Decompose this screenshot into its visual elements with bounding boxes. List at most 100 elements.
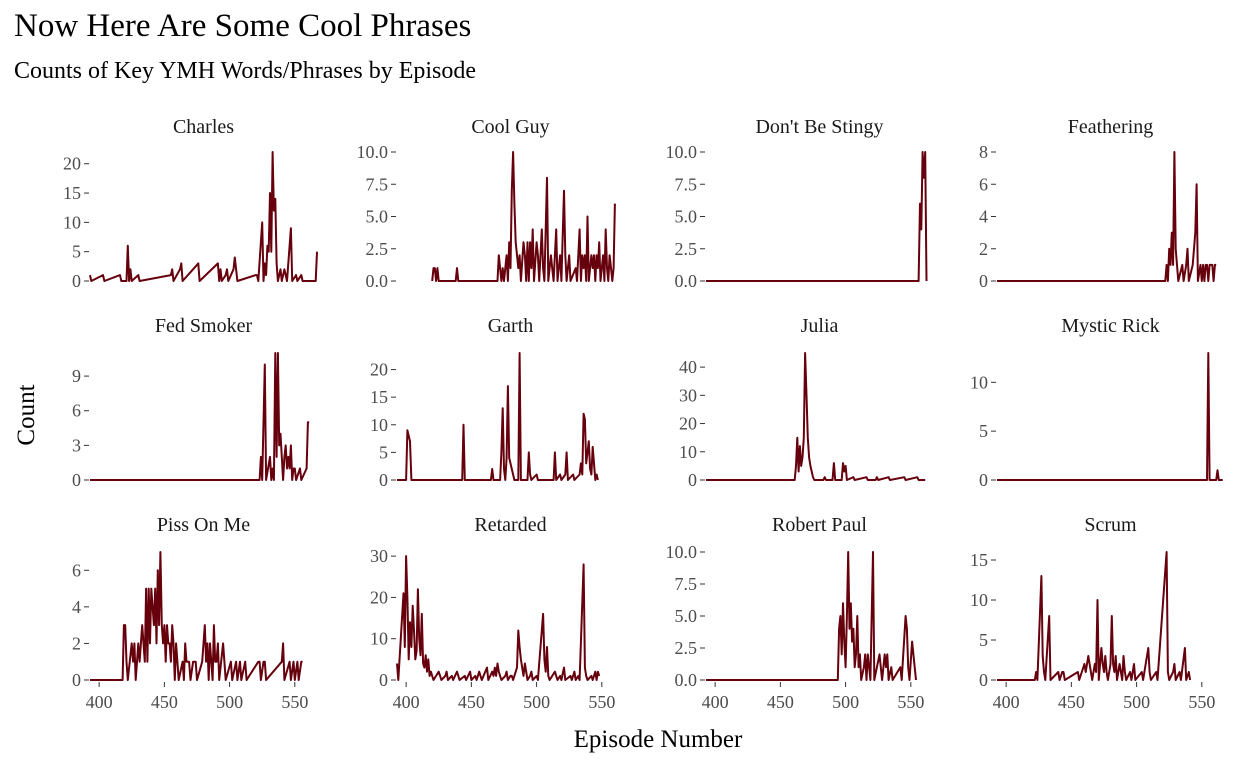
series-line-piss-on-me (90, 551, 303, 681)
x-tick-label-retarded: 400 (393, 692, 420, 712)
x-tick-label-retarded: 550 (588, 692, 615, 712)
facet-title-retarded: Retarded (474, 514, 546, 536)
y-tick-label-cool-guy: 5.0 (366, 207, 389, 227)
x-tick-label-piss-on-me: 400 (86, 692, 113, 712)
series-line-don-t-be-stingy (706, 151, 928, 282)
y-tick-label-feathering: 6 (979, 174, 988, 194)
x-tick-label-scrum: 400 (993, 692, 1020, 712)
y-tick-label-retarded: 20 (370, 587, 388, 607)
series-line-garth (397, 352, 599, 481)
y-tick-label-charles: 10 (63, 212, 81, 232)
facet-title-mystic-rick: Mystic Rick (1061, 315, 1159, 337)
y-tick-label-garth: 20 (370, 360, 388, 380)
series-line-mystic-rick (997, 352, 1223, 481)
series-line-charles (89, 151, 318, 282)
y-tick-label-retarded: 30 (370, 546, 388, 566)
y-tick-label-julia: 10 (679, 442, 697, 462)
y-tick-label-mystic-rick: 0 (979, 470, 988, 490)
y-tick-label-feathering: 4 (979, 207, 988, 227)
series-line-fed-smoker (90, 352, 310, 481)
y-tick-label-garth: 10 (370, 415, 388, 435)
x-tick-label-scrum: 500 (1123, 692, 1150, 712)
y-tick-label-mystic-rick: 10 (970, 372, 988, 392)
x-tick-label-retarded: 500 (523, 692, 550, 712)
series-line-scrum (997, 551, 1192, 681)
facet-title-piss-on-me: Piss On Me (157, 514, 250, 536)
y-tick-label-julia: 0 (688, 470, 697, 490)
x-tick-label-robert-paul: 500 (832, 692, 859, 712)
y-tick-label-fed-smoker: 0 (72, 470, 81, 490)
facet-title-feathering: Feathering (1068, 116, 1154, 138)
y-tick-label-robert-paul: 5.0 (675, 606, 698, 626)
y-tick-label-mystic-rick: 5 (979, 421, 988, 441)
x-tick-label-retarded: 450 (458, 692, 485, 712)
y-tick-label-scrum: 15 (970, 550, 988, 570)
y-tick-label-julia: 20 (679, 414, 697, 434)
y-tick-label-charles: 20 (63, 154, 81, 174)
series-line-julia (706, 352, 926, 481)
y-tick-label-fed-smoker: 9 (72, 366, 81, 386)
facet-piss-on-me: Piss On Me 0 2 4 6 400 450 500 550 (72, 514, 308, 712)
x-tick-label-robert-paul: 400 (702, 692, 729, 712)
y-tick-label-piss-on-me: 2 (72, 633, 81, 653)
facet-charles: Charles 0 5 10 15 20 (63, 116, 318, 291)
y-tick-label-charles: 15 (63, 183, 81, 203)
facet-scrum: Scrum 0 5 10 15 400 450 500 550 (970, 514, 1215, 712)
facet-title-garth: Garth (488, 315, 534, 337)
x-axis-label: Episode Number (573, 726, 743, 753)
x-tick-label-piss-on-me: 450 (151, 692, 178, 712)
y-tick-label-piss-on-me: 4 (72, 597, 81, 617)
y-tick-label-garth: 5 (379, 442, 388, 462)
y-tick-label-robert-paul: 2.5 (675, 638, 698, 658)
y-tick-label-charles: 5 (72, 242, 81, 262)
y-tick-label-fed-smoker: 3 (72, 435, 81, 455)
y-tick-label-charles: 0 (72, 271, 81, 291)
facet-title-fed-smoker: Fed Smoker (155, 315, 253, 337)
y-tick-label-julia: 40 (679, 357, 697, 377)
series-line-retarded (396, 555, 601, 681)
y-tick-label-cool-guy: 7.5 (366, 174, 389, 194)
y-tick-label-cool-guy: 0.0 (366, 271, 389, 291)
facet-don-t-be-stingy: Don't Be Stingy 0.0 2.5 5.0 7.5 10.0 (666, 116, 928, 291)
y-tick-label-feathering: 8 (979, 142, 988, 162)
y-tick-label-cool-guy: 10.0 (357, 142, 389, 162)
y-tick-label-don-t-be-stingy: 7.5 (675, 174, 698, 194)
y-tick-label-don-t-be-stingy: 2.5 (675, 239, 698, 259)
facet-fed-smoker: Fed Smoker 0 3 6 9 (72, 315, 310, 490)
facet-julia: Julia 0 10 20 30 40 (679, 315, 926, 490)
facet-title-cool-guy: Cool Guy (471, 116, 549, 138)
y-tick-label-piss-on-me: 0 (72, 670, 81, 690)
y-tick-label-feathering: 0 (979, 271, 988, 291)
y-tick-label-julia: 30 (679, 385, 697, 405)
facet-title-robert-paul: Robert Paul (772, 514, 867, 536)
facet-garth: Garth 0 5 10 15 20 (370, 315, 599, 490)
x-tick-label-piss-on-me: 550 (281, 692, 308, 712)
facet-title-julia: Julia (801, 315, 839, 337)
y-tick-label-robert-paul: 7.5 (675, 574, 698, 594)
facet-title-don-t-be-stingy: Don't Be Stingy (755, 116, 883, 138)
y-tick-label-piss-on-me: 6 (72, 560, 81, 580)
x-tick-label-scrum: 450 (1058, 692, 1085, 712)
facet-cool-guy: Cool Guy 0.0 2.5 5.0 7.5 10.0 (357, 116, 616, 291)
chart-title: Now Here Are Some Cool Phrases (14, 8, 472, 44)
y-tick-label-retarded: 10 (370, 629, 388, 649)
facet-mystic-rick: Mystic Rick 0 5 10 (970, 315, 1223, 490)
x-tick-label-robert-paul: 450 (767, 692, 794, 712)
facet-title-scrum: Scrum (1084, 514, 1137, 536)
y-tick-label-fed-smoker: 6 (72, 401, 81, 421)
y-tick-label-scrum: 0 (979, 670, 988, 690)
y-tick-label-robert-paul: 0.0 (675, 670, 698, 690)
series-line-cool-guy (431, 151, 616, 282)
chart-subtitle: Counts of Key YMH Words/Phrases by Episo… (14, 58, 477, 84)
y-tick-label-feathering: 2 (979, 239, 988, 259)
y-tick-label-robert-paul: 10.0 (666, 542, 698, 562)
y-tick-label-don-t-be-stingy: 10.0 (666, 142, 698, 162)
y-tick-label-cool-guy: 2.5 (366, 239, 389, 259)
y-tick-label-scrum: 10 (970, 590, 988, 610)
y-tick-label-scrum: 5 (979, 630, 988, 650)
facet-feathering: Feathering 0 2 4 6 8 (979, 116, 1217, 291)
y-tick-label-don-t-be-stingy: 0.0 (675, 271, 698, 291)
y-tick-label-garth: 0 (379, 470, 388, 490)
facet-robert-paul: Robert Paul 0.0 2.5 5.0 7.5 10.0 400 450 500 550 (666, 514, 925, 712)
